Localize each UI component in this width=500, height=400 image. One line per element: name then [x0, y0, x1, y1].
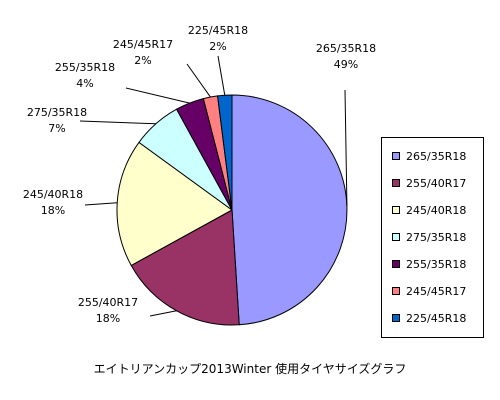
legend-item: 265/35R18	[392, 148, 466, 164]
legend-label: 225/45R18	[406, 311, 467, 325]
slice-value-245-40r18: 18%	[41, 204, 65, 217]
legend-swatch-245-45r17	[392, 287, 400, 295]
leader-line-255-35r18	[125, 87, 190, 104]
legend-swatch-265-35r18	[392, 152, 400, 160]
legend-label: 255/40R17	[406, 176, 467, 190]
slice-label-255-40r17: 255/40R17	[78, 296, 138, 309]
legend-item: 245/45R17	[392, 283, 466, 299]
slice-label-245-45r17: 245/45R17	[113, 38, 173, 51]
legend-swatch-255-35r18	[392, 260, 400, 268]
slice-value-265-35r18: 49%	[334, 58, 358, 71]
legend-swatch-245-40r18	[392, 206, 400, 214]
slice-label-275-35r18: 275/35R18	[27, 106, 87, 119]
leader-lines	[79, 55, 348, 317]
legend-item: 275/35R18	[392, 229, 466, 245]
pie-slice-265-35r18	[231, 94, 348, 326]
legend-label: 245/40R18	[406, 203, 467, 217]
slice-label-225-45r18: 225/45R18	[188, 24, 248, 37]
legend: 265/35R18 255/40R17 245/40R18 275/35R18 …	[381, 137, 484, 338]
slice-value-275-35r18: 7%	[48, 122, 65, 135]
legend-label: 255/35R18	[406, 257, 467, 271]
legend-item: 255/35R18	[392, 256, 466, 272]
slice-label-265-35r18: 265/35R18	[316, 42, 376, 55]
legend-item: 245/40R18	[392, 202, 466, 218]
legend-item: 225/45R18	[392, 310, 466, 326]
leader-line-245-40r18	[84, 202, 118, 206]
slice-value-255-40r17: 18%	[96, 312, 120, 325]
slice-label-255-35r18: 255/35R18	[55, 61, 115, 74]
leader-line-255-40r17	[149, 310, 177, 317]
leader-line-225-45r18	[217, 55, 226, 96]
slice-value-245-45r17: 2%	[134, 54, 151, 67]
legend-item: 255/40R17	[392, 175, 466, 191]
legend-label: 275/35R18	[406, 230, 467, 244]
slice-labels: 265/35R18 49% 255/40R17 18% 245/40R18 18% 275/…	[23, 24, 376, 325]
legend-swatch-255-40r17	[392, 179, 400, 187]
leader-line-275-35r18	[79, 120, 156, 125]
chart-title: エイトリアンカップ2013Winter 使用タイヤサイズグラフ	[93, 362, 407, 376]
legend-swatch-225-45r18	[392, 314, 400, 322]
pie-slice-245-40r18	[116, 141, 233, 267]
legend-swatch-275-35r18	[392, 233, 400, 241]
slice-value-225-45r18: 2%	[209, 40, 226, 53]
leader-line-245-45r17	[186, 63, 211, 98]
pie-slice-255-40r17	[130, 209, 240, 326]
pie-slices	[116, 94, 348, 326]
slice-value-255-35r18: 4%	[76, 77, 93, 90]
slice-label-245-40r18: 245/40R18	[23, 188, 83, 201]
leader-line-265-35r18	[344, 89, 348, 207]
legend-label: 265/35R18	[406, 149, 467, 163]
legend-label: 245/45R17	[406, 284, 467, 298]
